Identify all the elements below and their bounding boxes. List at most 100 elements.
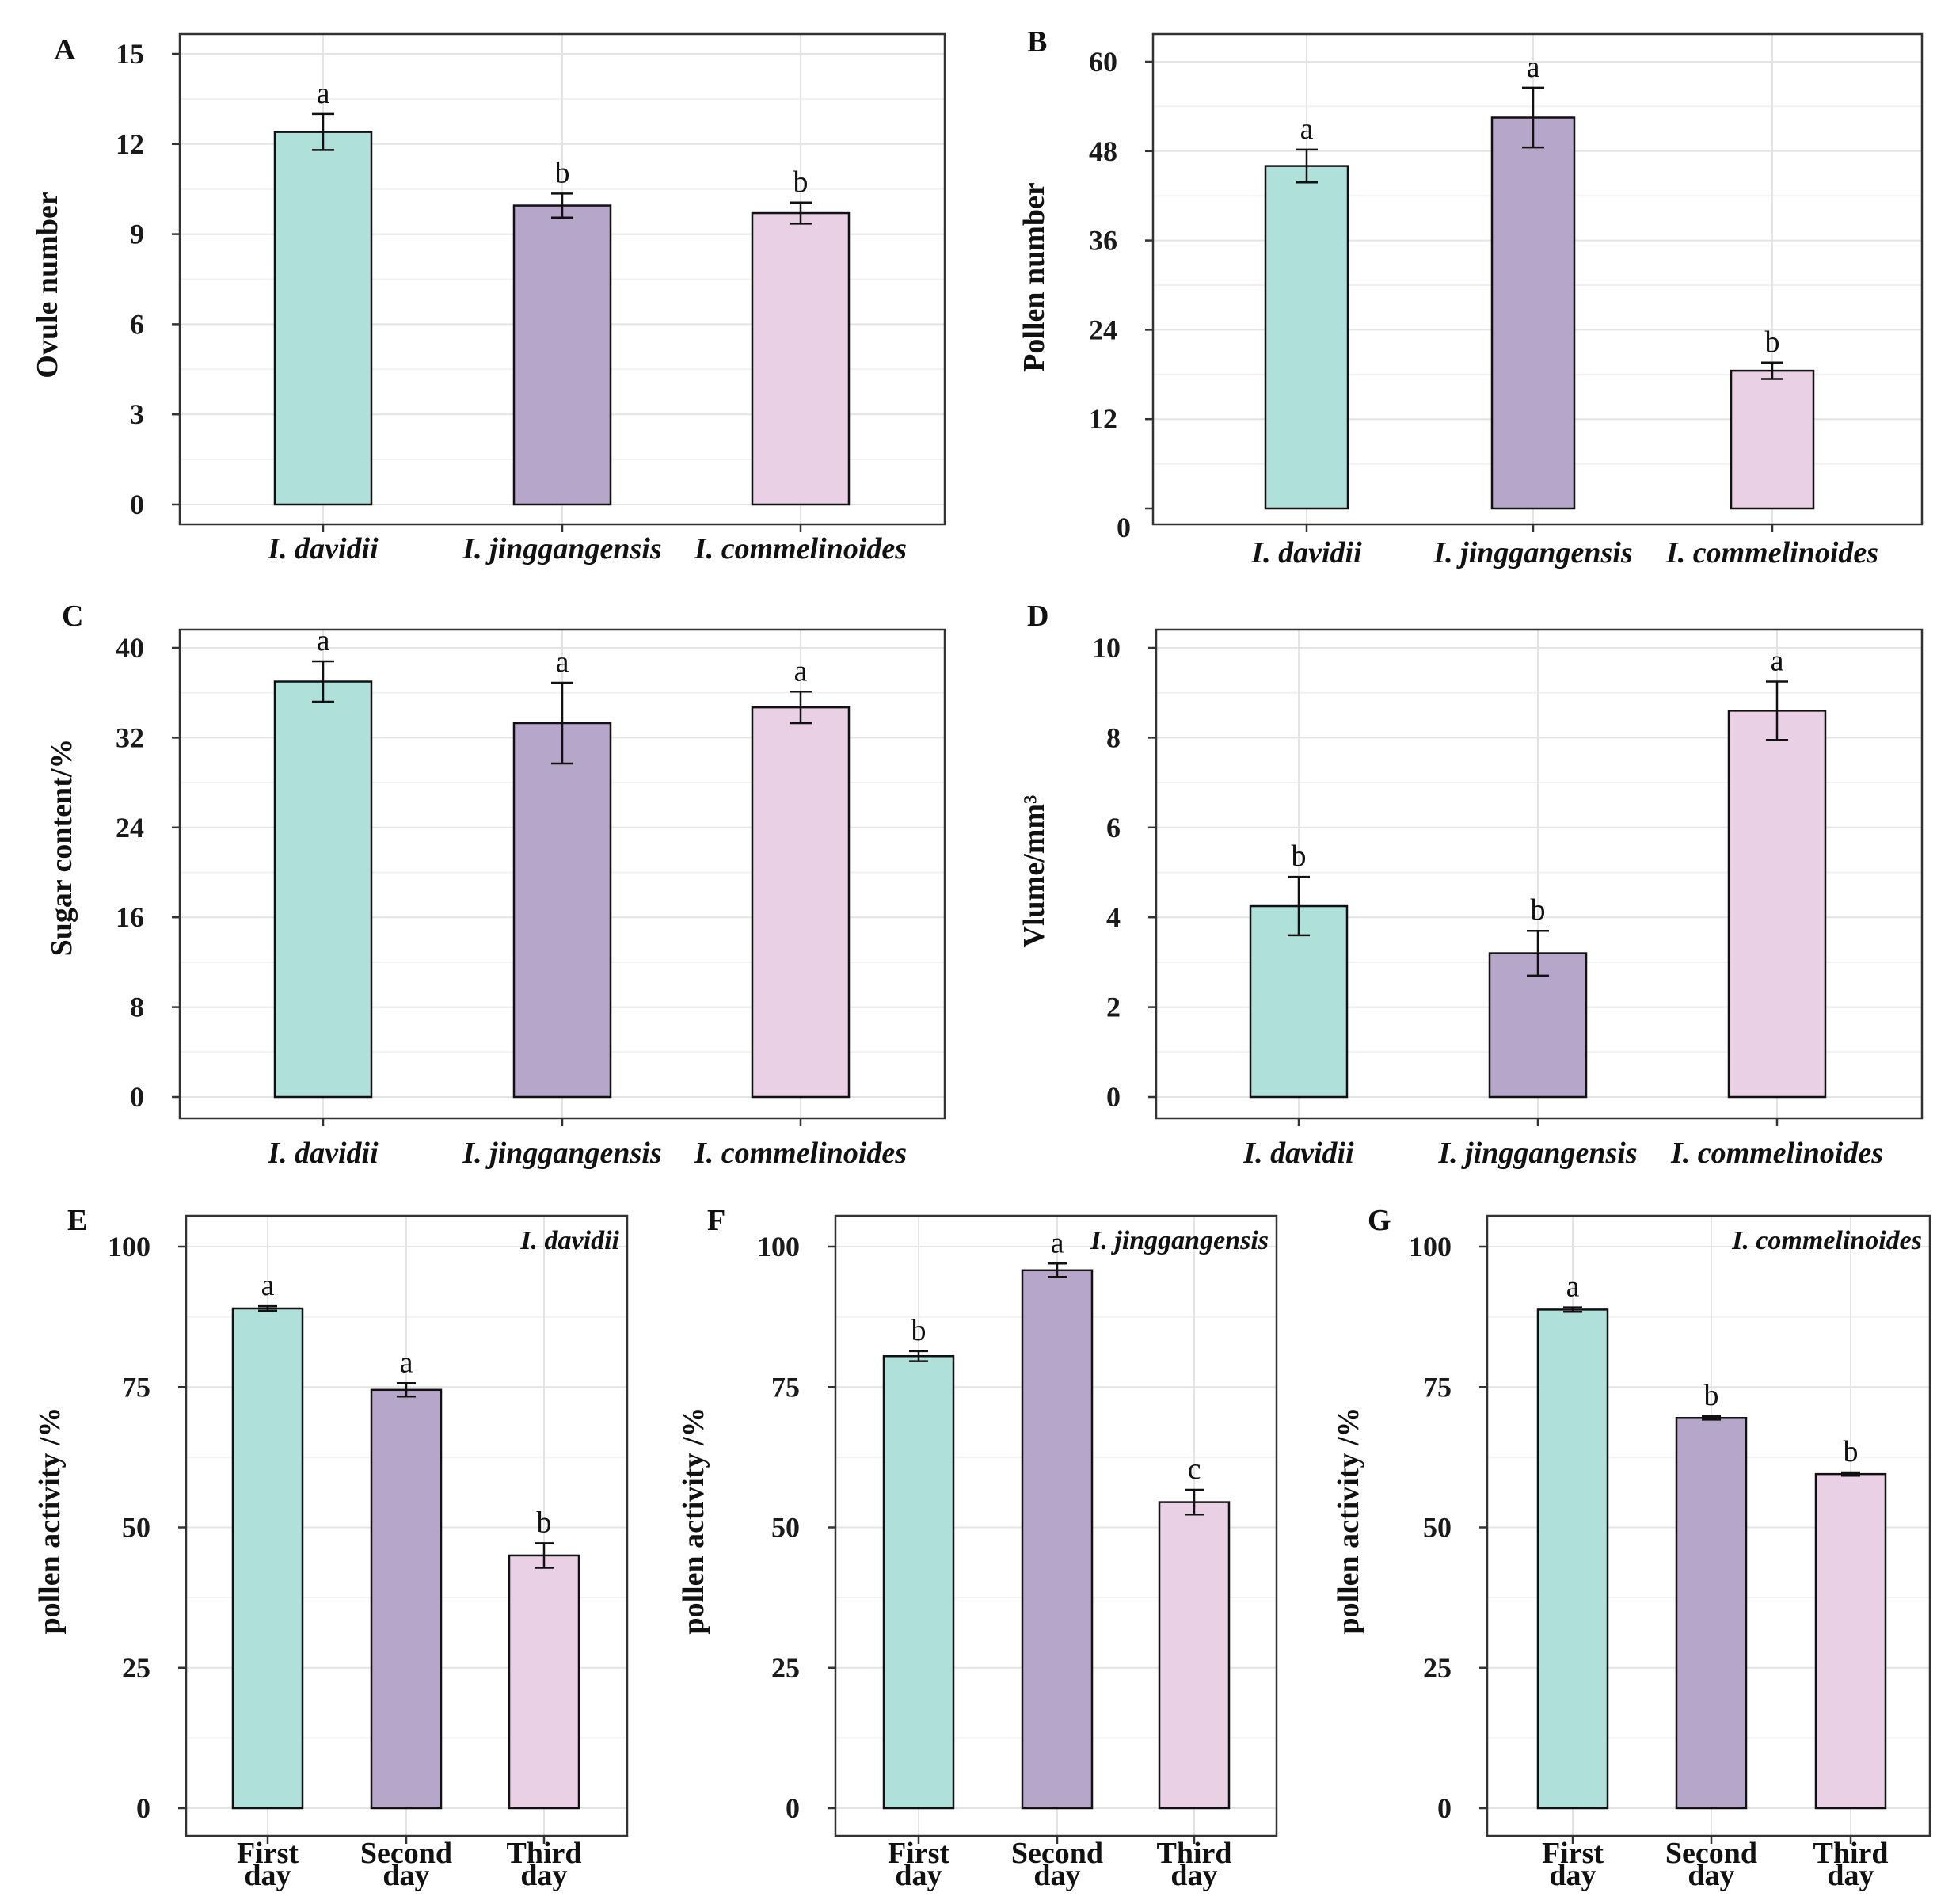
error-bar bbox=[1761, 361, 1783, 380]
y-tick-label: 24 bbox=[1089, 314, 1117, 345]
bar bbox=[512, 722, 612, 1099]
bar bbox=[1264, 165, 1349, 510]
significance-letter: a bbox=[794, 654, 808, 687]
significance-letter: c bbox=[1188, 1453, 1201, 1486]
y-tick-label: 4 bbox=[1106, 901, 1121, 933]
y-tick-label: 8 bbox=[130, 992, 144, 1023]
species-annotation: I. commelinoides bbox=[1731, 1226, 1922, 1255]
x-tick-label: day bbox=[1688, 1859, 1734, 1892]
chart-panel-c: a a a 0 8 16 24 32 40 I. davidii I. jinggangensis I… bbox=[45, 600, 946, 1170]
bar bbox=[1730, 369, 1815, 510]
x-tick-label: day bbox=[1170, 1859, 1217, 1892]
y-tick-label: 50 bbox=[1423, 1512, 1452, 1544]
y-tick-label: 3 bbox=[130, 398, 144, 430]
bar bbox=[512, 204, 612, 506]
species-annotation: I. jinggangensis bbox=[1090, 1226, 1269, 1255]
significance-letter: b bbox=[793, 166, 809, 199]
y-tick-label: 0 bbox=[130, 1081, 144, 1113]
error-bar bbox=[790, 201, 812, 225]
chart-panel-f: bac0255075100FirstdaySeconddayThirddaypo… bbox=[677, 1204, 1278, 1892]
y-tick-label: 50 bbox=[122, 1512, 150, 1544]
error-bar bbox=[1563, 1306, 1582, 1313]
plot-frame bbox=[834, 1214, 1278, 1837]
bar bbox=[231, 1307, 304, 1810]
error-bar bbox=[1527, 929, 1549, 977]
significance-letter: b bbox=[1844, 1435, 1859, 1468]
y-tick-label: 2 bbox=[1106, 992, 1121, 1023]
error-bar bbox=[1296, 148, 1318, 184]
y-tick-label: 0 bbox=[1106, 1081, 1121, 1113]
y-tick-label: 12 bbox=[116, 128, 144, 160]
significance-letter: b bbox=[911, 1314, 927, 1347]
y-axis-label: Vlume/mm³ bbox=[1018, 795, 1051, 948]
bar bbox=[1675, 1416, 1748, 1810]
error-bar bbox=[909, 1350, 928, 1362]
panel-letter: A bbox=[54, 33, 76, 67]
y-tick-label: 0 bbox=[130, 489, 144, 520]
bar bbox=[1021, 1269, 1094, 1810]
error-bar bbox=[397, 1382, 416, 1398]
significance-letter: b bbox=[1704, 1379, 1719, 1412]
significance-letter: a bbox=[1300, 112, 1314, 146]
error-bar bbox=[1702, 1415, 1721, 1421]
significance-letter: b bbox=[1292, 840, 1307, 873]
y-tick-label: 50 bbox=[771, 1512, 800, 1544]
y-tick-label: 8 bbox=[1106, 722, 1121, 753]
significance-letter: b bbox=[1531, 893, 1546, 927]
x-tick-label: Second bbox=[1011, 1837, 1103, 1870]
x-tick-label: I. commelinoides bbox=[1665, 536, 1878, 569]
x-tick-label: First bbox=[1542, 1837, 1604, 1870]
y-tick-label: 40 bbox=[116, 632, 144, 664]
bar bbox=[1727, 710, 1827, 1099]
x-tick-label: Third bbox=[1156, 1837, 1231, 1870]
error-bar bbox=[1048, 1262, 1067, 1278]
significance-letter: b bbox=[555, 156, 570, 189]
x-tick-label: I. davidii bbox=[1250, 536, 1362, 569]
x-tick-label: I. jinggangensis bbox=[1437, 1137, 1637, 1170]
error-bar bbox=[1185, 1488, 1204, 1516]
x-tick-label: day bbox=[1033, 1859, 1080, 1892]
bar bbox=[1158, 1501, 1231, 1810]
error-bar bbox=[1766, 680, 1788, 741]
x-tick-label: Second bbox=[1665, 1837, 1757, 1870]
y-tick-label: 25 bbox=[122, 1652, 150, 1684]
bar bbox=[273, 680, 373, 1099]
x-tick-label: Third bbox=[506, 1837, 581, 1870]
y-tick-label: 60 bbox=[1089, 46, 1117, 78]
plot-frame bbox=[1151, 32, 1924, 526]
significance-letter: a bbox=[556, 645, 569, 679]
x-tick-label: day bbox=[520, 1859, 567, 1892]
y-tick-label: 0 bbox=[136, 1792, 150, 1824]
chart-panel-e: aab0255075100FirstdaySeconddayThirddaypo… bbox=[33, 1204, 629, 1892]
x-tick-label: I. jinggangensis bbox=[462, 1137, 661, 1170]
y-origin-label: 0 bbox=[1117, 512, 1131, 543]
x-tick-label: I. jinggangensis bbox=[462, 532, 661, 565]
species-annotation: I. davidii bbox=[519, 1226, 619, 1255]
y-tick-label: 16 bbox=[116, 901, 144, 933]
x-tick-label: day bbox=[244, 1859, 291, 1892]
bar bbox=[1814, 1472, 1887, 1810]
x-tick-label: I. commelinoides bbox=[694, 532, 907, 565]
plot-frame bbox=[1155, 628, 1924, 1120]
x-tick-label: day bbox=[895, 1859, 942, 1892]
y-tick-label: 32 bbox=[116, 722, 144, 753]
significance-letter: a bbox=[261, 1269, 275, 1302]
error-bar bbox=[258, 1304, 277, 1312]
x-tick-label: day bbox=[1827, 1859, 1874, 1892]
x-tick-label: I. davidii bbox=[267, 532, 379, 565]
y-axis-label: Ovule number bbox=[31, 192, 64, 379]
panel-letter: G bbox=[1368, 1204, 1391, 1237]
error-bar bbox=[535, 1542, 554, 1569]
chart-panel-a: a b b 0 3 6 9 12 15 I. davidii I. jinggangensis I. … bbox=[31, 32, 946, 565]
significance-letter: a bbox=[317, 624, 330, 657]
error-bar bbox=[790, 691, 812, 725]
significance-letter: a bbox=[1566, 1270, 1580, 1304]
error-bar bbox=[312, 660, 334, 703]
y-tick-label: 75 bbox=[771, 1371, 800, 1403]
y-tick-label: 0 bbox=[1437, 1792, 1452, 1824]
error-bar bbox=[1522, 86, 1544, 149]
y-tick-label: 24 bbox=[116, 812, 144, 843]
significance-letter: b bbox=[537, 1506, 552, 1539]
y-axis-label: pollen activity /% bbox=[33, 1407, 67, 1634]
